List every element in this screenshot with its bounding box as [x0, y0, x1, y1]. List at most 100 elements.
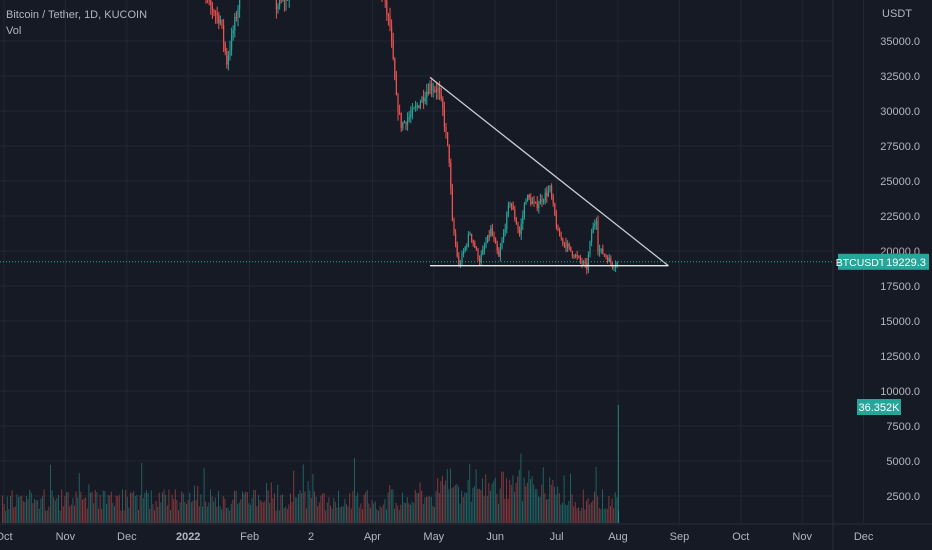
volume-bar [122, 489, 123, 523]
volume-bar [296, 497, 298, 523]
volume-bar [59, 510, 61, 523]
volume-bar [371, 500, 373, 523]
volume-bar [66, 492, 67, 523]
volume-bar [322, 493, 323, 523]
candle-body [437, 88, 439, 92]
volume-bar [381, 507, 383, 523]
volume-bar [3, 504, 5, 523]
volume-bar [459, 503, 461, 523]
candle-body [210, 0, 212, 6]
candle-body [403, 121, 405, 123]
volume-bar [2, 495, 3, 523]
last-price-badge [883, 253, 929, 270]
volume-bar [29, 489, 31, 523]
volume-bar [317, 506, 319, 523]
time-tick-label: Sep [670, 531, 690, 543]
volume-bar [182, 493, 184, 523]
candle-body [411, 108, 413, 115]
volume-bar [590, 502, 592, 523]
candle-body [421, 97, 423, 103]
candle-body [547, 190, 549, 197]
candle-body [496, 243, 498, 251]
candle-body [431, 84, 433, 91]
time-tick-label: Apr [364, 531, 381, 543]
volume-bar [442, 475, 443, 523]
volume-bar [54, 500, 56, 523]
volume-bar [294, 497, 296, 523]
price-tick-label: 35000.0 [880, 36, 920, 48]
volume-bar [509, 479, 511, 523]
volume-bar [37, 500, 39, 523]
volume-bar [482, 478, 483, 523]
volume-bar [34, 498, 35, 523]
candle-body [277, 5, 279, 10]
volume-bar [88, 484, 90, 523]
volume-bar [208, 502, 210, 523]
candle-body [219, 19, 221, 24]
candle-body [394, 58, 396, 80]
candle-body [224, 42, 226, 52]
candle-body [455, 233, 457, 245]
volume-bar [98, 508, 99, 523]
volume-bar [40, 498, 42, 523]
volume-bar [443, 484, 445, 523]
volume-bar [243, 493, 245, 523]
candle-body [442, 98, 444, 109]
volume-bar [461, 490, 463, 523]
volume-bar [573, 506, 575, 523]
volume-bar [475, 469, 477, 523]
volume-bar [158, 492, 160, 523]
candle-body [490, 228, 492, 236]
time-tick-label: Dec [854, 531, 874, 543]
candle-body [474, 243, 476, 248]
candle-body [595, 221, 597, 225]
volume-bar [114, 506, 115, 523]
candle-body [413, 108, 415, 110]
volume-bar [512, 475, 514, 523]
symbol-title: Bitcoin / Tether, 1D, KUCOIN [6, 9, 148, 21]
candle-body [483, 246, 485, 250]
candle-body [424, 98, 426, 102]
volume-bar [101, 509, 103, 523]
volume-bar [330, 505, 331, 523]
volume-bar [275, 510, 277, 523]
candle-body [466, 245, 468, 247]
drawings[interactable] [0, 76, 832, 267]
volume-bar [230, 503, 232, 523]
volume-bar [435, 490, 437, 523]
volume-bar [469, 463, 471, 523]
volume-bar [43, 489, 45, 523]
volume-bar [202, 506, 203, 523]
price-tick-label: 25000.0 [880, 176, 920, 188]
volume-bar [24, 502, 26, 523]
candle-body [389, 16, 391, 27]
volume-bar [323, 493, 325, 523]
volume-bar [21, 495, 23, 523]
candle-body [218, 14, 220, 24]
volume-bar [374, 501, 376, 523]
volume-bar [315, 496, 317, 523]
volume-bar [61, 489, 63, 523]
volume-bar [445, 480, 447, 523]
time-tick-label: 2022 [176, 531, 200, 543]
volume-bar [83, 498, 85, 523]
volume-indicator-label[interactable]: Vol [6, 25, 22, 37]
candle-body [475, 247, 477, 250]
volume-bar [554, 486, 555, 523]
volume-bar [154, 510, 155, 523]
volume-bar [421, 490, 423, 523]
volume-bar [123, 510, 125, 523]
candle-body [578, 256, 580, 258]
volume-bar [144, 492, 146, 523]
candle-body [570, 246, 572, 252]
volume-bar [346, 504, 347, 523]
volume-bar [117, 496, 119, 523]
candle-body [509, 203, 511, 206]
volume-bar [130, 492, 131, 523]
volume-bar [80, 491, 82, 523]
price-tick-label: 32500.0 [880, 71, 920, 83]
candle-body [559, 230, 561, 237]
volume-bar [517, 476, 519, 523]
volume-bar [38, 508, 40, 523]
